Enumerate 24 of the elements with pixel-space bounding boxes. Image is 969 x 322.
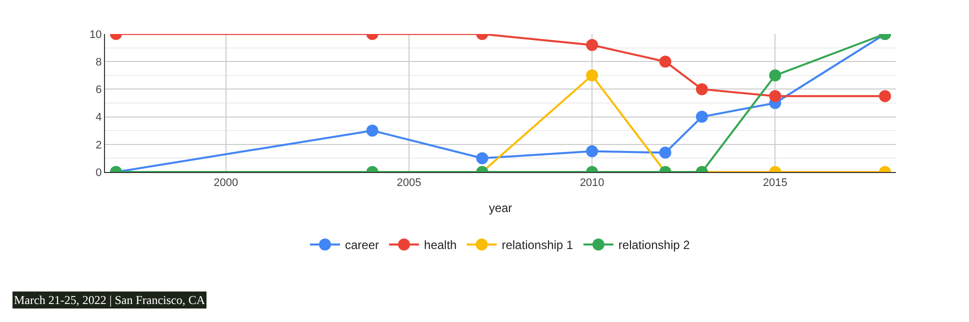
point [696,110,708,123]
point [586,69,598,82]
point [769,90,782,102]
legend-label: relationship 1 [502,238,574,252]
legend-label: career [345,238,380,252]
point [879,90,892,102]
x-axis-title: year [488,201,512,216]
point [769,69,782,82]
y-tick-label: 6 [96,84,102,96]
x-tick-label: 2000 [214,177,238,190]
x-tick-label: 2005 [396,177,422,190]
text: March 21-25, 2022 | San Francisco, CA [14,293,206,307]
point [366,124,378,137]
y-tick-label: 10 [90,28,102,41]
x-tick-label: 2010 [580,177,604,190]
legend-label: health [424,238,457,252]
x-tick-label: 2015 [762,177,788,190]
point [696,83,708,96]
y-tick-label: 8 [96,56,102,68]
y-tick-label: 4 [96,112,102,124]
legend-label: relationship 2 [618,238,690,252]
y-tick-label: 0 [96,166,102,179]
point [659,56,672,68]
y-tick-label: 2 [96,139,102,152]
